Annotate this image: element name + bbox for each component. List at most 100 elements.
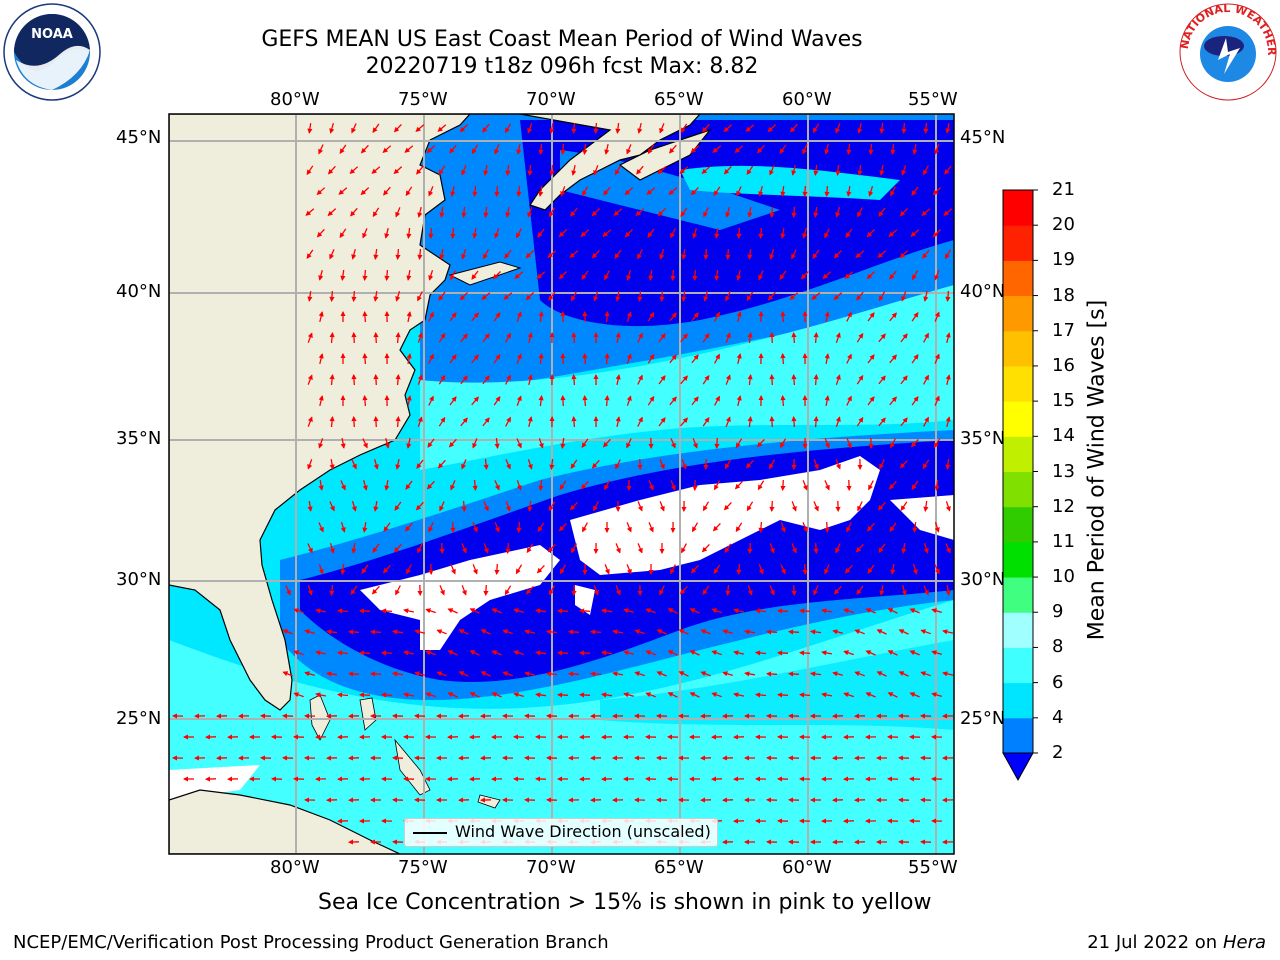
wave-direction-arrow [679,585,688,595]
wave-direction-arrow [547,250,557,258]
chart-subtitle: 20220719 t18z 096h fcst Max: 8.82 [365,54,759,79]
wave-direction-arrow [307,123,313,134]
wave-direction-arrow [340,563,346,576]
wave-direction-arrow [670,480,676,491]
colorbar-segment [1003,365,1033,402]
wave-direction-arrow [701,543,710,553]
wave-direction-arrow [690,145,700,154]
wave-direction-arrow [659,501,665,512]
wave-direction-arrow [887,650,898,656]
wave-direction-arrow [769,206,775,219]
wave-direction-arrow [351,459,357,470]
wave-direction-arrow [824,564,830,575]
wave-direction-arrow [494,563,500,576]
wave-direction-arrow [449,312,457,322]
wave-direction-arrow [437,459,446,469]
wave-direction-arrow [898,629,909,635]
wave-direction-arrow [657,207,666,217]
wave-direction-arrow [659,249,665,260]
wave-direction-arrow [703,291,709,302]
wave-direction-arrow [406,227,412,240]
wave-direction-arrow [877,501,886,511]
wave-direction-arrow [780,352,786,365]
wave-direction-arrow [460,333,468,343]
wave-direction-arrow [494,185,500,198]
wave-direction-arrow [603,186,611,196]
wave-direction-arrow [327,208,337,217]
colorbar-tick-label: 19 [1052,249,1075,271]
wave-direction-arrow [459,291,468,301]
wave-direction-arrow [667,650,678,656]
wave-direction-arrow [656,629,667,635]
wave-direction-arrow [483,458,489,471]
wave-direction-arrow [942,629,954,635]
colorbar-segment [1003,541,1033,578]
wave-direction-arrow [482,417,490,427]
colorbar-segment [1003,225,1033,261]
wave-direction-arrow [765,671,778,677]
wave-direction-arrow [744,629,756,635]
lon-label-bottom: 60°W [782,857,832,878]
wave-direction-arrow [556,608,569,614]
wave-direction-arrow [779,270,787,280]
wave-direction-arrow [833,249,842,259]
wave-direction-arrow [494,144,500,155]
wave-direction-arrow [714,311,720,322]
colorbar-tick-label: 15 [1052,390,1075,412]
wave-direction-arrow [438,332,446,343]
wave-direction-arrow [789,292,799,300]
wave-direction-arrow [923,585,929,596]
wave-direction-arrow [362,480,368,491]
wave-direction-arrow [758,227,764,240]
wave-direction-arrow [723,501,732,511]
wave-direction-arrow [843,650,855,656]
wave-direction-arrow [340,437,346,449]
wave-direction-arrow [483,249,489,260]
wave-direction-arrow [877,250,887,258]
wave-direction-arrow [351,249,357,260]
wave-direction-arrow [438,374,446,385]
wave-direction-arrow [578,608,591,614]
wave-direction-arrow [428,353,434,364]
colorbar-segment [1003,682,1033,719]
wave-direction-arrow [471,312,479,322]
colorbar-tick-label: 10 [1052,566,1075,588]
wave-direction-arrow [362,394,368,407]
wave-direction-arrow [527,123,533,134]
wave-direction-arrow [768,459,776,470]
wave-direction-arrow [702,417,710,427]
wave-direction-arrow [911,186,919,196]
wave-direction-arrow [758,186,764,197]
wave-direction-arrow [680,375,688,385]
wave-direction-arrow [780,310,786,323]
wave-direction-arrow [516,521,522,534]
wave-direction-arrow [645,692,656,698]
wave-direction-arrow [945,332,951,343]
wave-direction-arrow [846,395,852,406]
wave-direction-arrow [637,374,643,385]
map-gridlines [169,114,954,854]
wave-direction-arrow [349,166,359,174]
wave-direction-arrow [591,208,601,217]
wave-direction-arrow [527,164,533,177]
wave-direction-arrow [791,501,797,512]
wave-direction-arrow [667,608,678,614]
wave-direction-arrow [450,564,456,575]
wave-direction-arrow [548,501,556,512]
wave-direction-arrow [835,543,841,554]
wave-direction-arrow [922,459,930,470]
wave-direction-arrow [373,459,379,470]
wave-direction-arrow [391,671,404,677]
wave-direction-arrow [558,522,567,532]
colorbar-tick-label: 8 [1052,636,1064,658]
wave-direction-arrow [461,500,467,513]
wave-direction-arrow [405,480,413,490]
wave-direction-arrow [791,543,797,554]
wave-direction-arrow [560,310,566,323]
wave-direction-arrow [780,522,786,533]
wave-direction-arrow [417,332,423,343]
wave-direction-arrow [449,396,457,406]
lon-label-top: 65°W [654,89,704,110]
wave-direction-arrow [888,229,898,237]
wave-direction-arrow [911,396,919,406]
